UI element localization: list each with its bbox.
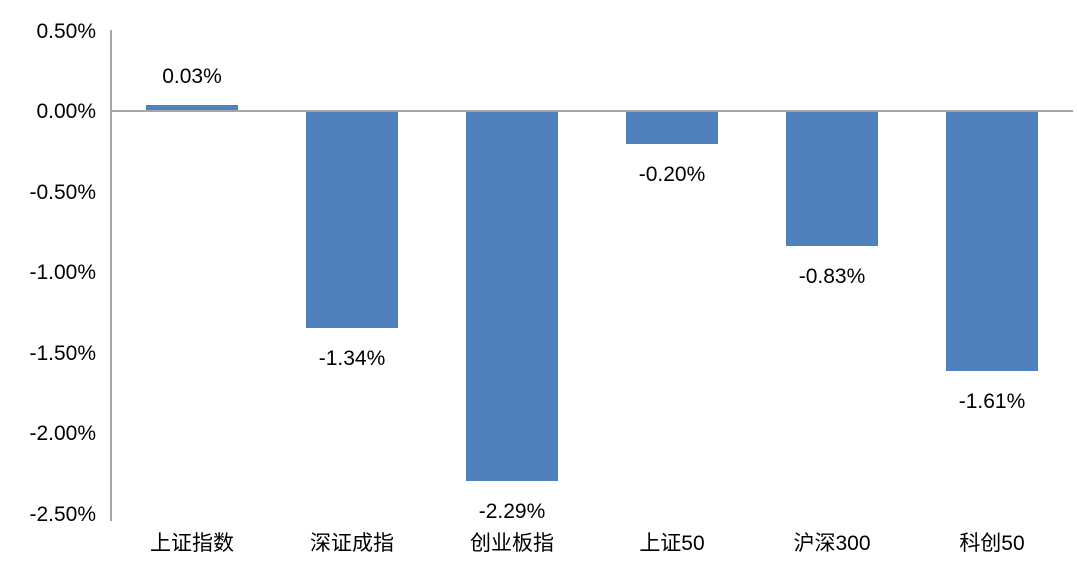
bar [146, 105, 238, 110]
bar-value-label: -2.29% [478, 500, 546, 523]
y-axis-tick-label: -2.00% [29, 422, 96, 445]
y-axis-tick-label: -2.50% [29, 503, 96, 526]
category-label: 沪深300 [793, 532, 871, 555]
bar [626, 112, 718, 144]
bar [946, 112, 1038, 371]
y-axis-tick-label: -0.50% [29, 181, 96, 204]
y-axis-tick-label: 0.00% [36, 100, 96, 123]
category-label: 深证成指 [310, 532, 394, 555]
category-label: 上证50 [639, 532, 705, 555]
y-axis-tick-label: -1.00% [29, 261, 96, 284]
y-axis-tick-label: -1.50% [29, 342, 96, 365]
bar-value-label: 0.03% [162, 65, 222, 88]
category-label: 科创50 [959, 532, 1025, 555]
bar [306, 112, 398, 328]
bar-value-label: -0.83% [798, 265, 866, 288]
y-axis-tick-label: 0.50% [36, 20, 96, 43]
bar-value-label: -0.20% [638, 163, 706, 186]
category-label: 上证指数 [150, 532, 234, 555]
bar-value-label: -1.61% [958, 390, 1026, 413]
y-axis-line [110, 30, 112, 521]
bar [786, 112, 878, 246]
bar-value-label: -1.34% [318, 347, 386, 370]
bar [466, 112, 558, 481]
category-label: 创业板指 [470, 532, 554, 555]
zero-gridline [110, 110, 1073, 112]
